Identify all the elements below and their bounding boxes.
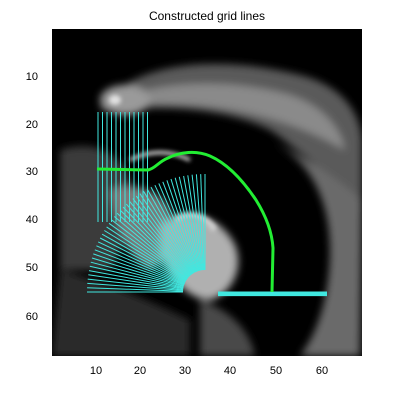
grid-line	[162, 181, 198, 272]
x-axis: 10 20 30 40 50 60	[90, 365, 328, 377]
y-tick-label: 20	[26, 119, 38, 131]
grid-line	[89, 265, 184, 288]
x-tick-label: 60	[316, 365, 328, 377]
grid-line	[146, 188, 195, 274]
grid-line	[183, 175, 202, 271]
x-tick-label: 50	[270, 365, 282, 377]
grid-line	[191, 174, 204, 271]
grid-line	[97, 241, 186, 284]
y-axis: 10 20 30 40 50 60	[26, 71, 38, 323]
grid-line	[139, 193, 194, 274]
grid-line	[125, 203, 191, 276]
grid-line	[106, 226, 187, 281]
grid-line	[178, 176, 201, 271]
grid-line	[113, 216, 189, 279]
grid-line	[104, 230, 187, 281]
grid-line	[174, 177, 200, 271]
grid-line	[143, 191, 194, 274]
grid-line	[93, 253, 185, 286]
grid-line	[119, 209, 190, 278]
grid-line	[150, 186, 196, 273]
grid-line	[91, 257, 185, 287]
grid-line	[122, 206, 191, 277]
grid-line	[101, 233, 187, 282]
grid-line	[154, 184, 197, 273]
grid-line	[135, 195, 193, 275]
grid-line	[187, 175, 203, 271]
grid-line	[108, 222, 188, 280]
x-tick-label: 20	[134, 365, 146, 377]
y-tick-label: 50	[26, 262, 38, 274]
constructed-grid-lines	[87, 112, 327, 297]
x-tick-label: 40	[224, 365, 236, 377]
grid-line	[96, 245, 185, 284]
grid-line	[94, 249, 185, 285]
grid-line	[116, 212, 189, 278]
grid-line	[132, 198, 192, 275]
y-tick-label: 60	[26, 311, 38, 323]
grid-line	[200, 174, 205, 271]
vocal-tract-center-line	[96, 150, 275, 293]
figure-title: Constructed grid lines	[149, 9, 265, 23]
grid-line	[99, 237, 186, 283]
grid-line	[87, 287, 184, 292]
image-axes	[52, 29, 362, 356]
grid-line	[88, 270, 184, 289]
grid-line	[88, 274, 184, 290]
grid-line	[166, 180, 199, 272]
grid-line	[129, 200, 192, 276]
grid-line	[87, 278, 184, 291]
grid-line	[158, 183, 197, 272]
grid-line	[90, 261, 184, 287]
grid-line	[170, 178, 200, 272]
x-tick-label: 30	[179, 365, 191, 377]
y-tick-label: 40	[26, 214, 38, 226]
grid-line	[195, 174, 204, 271]
y-tick-label: 30	[26, 166, 38, 178]
x-tick-label: 10	[90, 365, 102, 377]
y-tick-label: 10	[26, 71, 38, 83]
grid-line	[111, 219, 188, 279]
grid-line	[87, 282, 184, 291]
